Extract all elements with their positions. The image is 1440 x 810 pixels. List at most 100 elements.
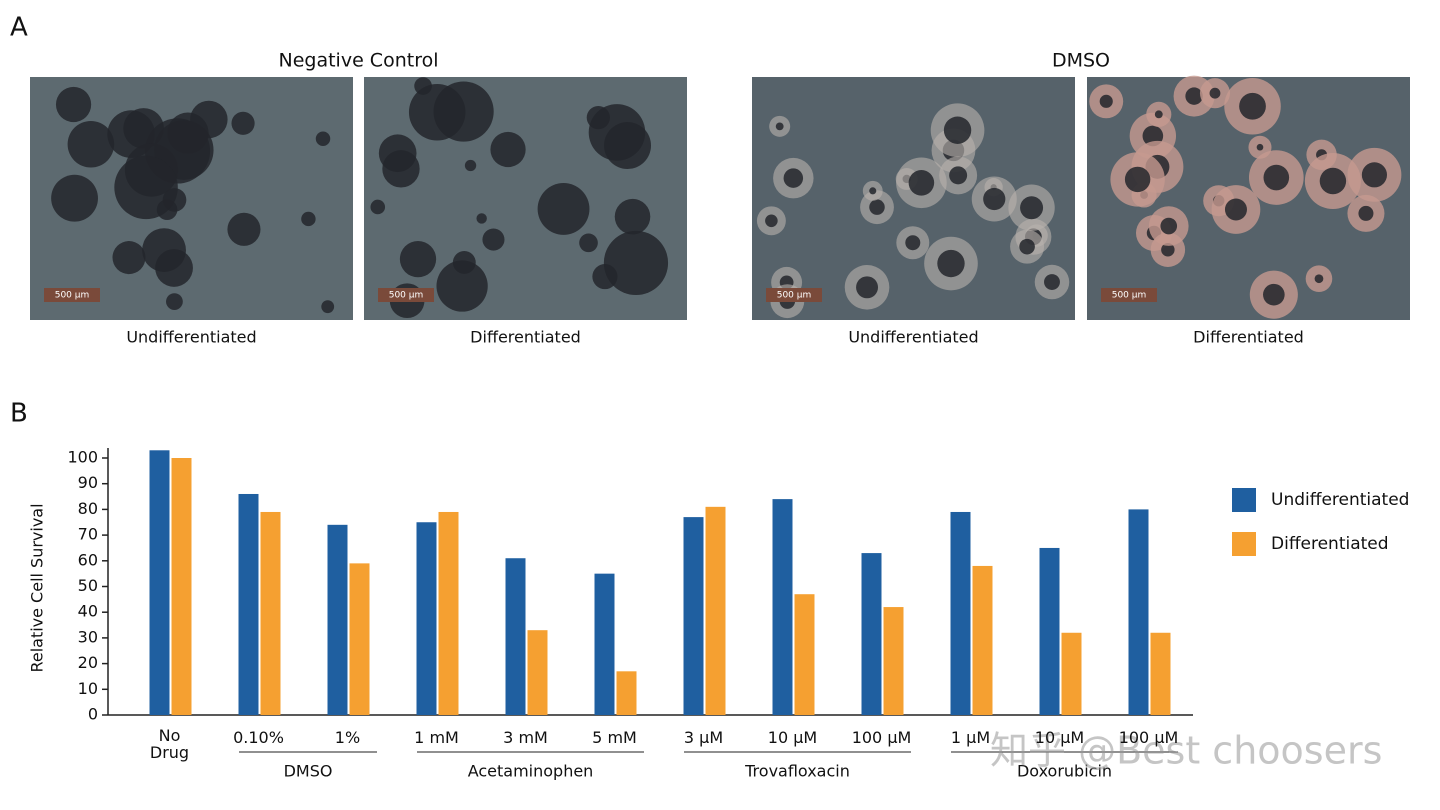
spheroid	[1161, 243, 1175, 257]
y-tick-label: 90	[78, 473, 98, 492]
y-axis-label: Relative Cell Survival	[28, 503, 47, 672]
image-caption: Undifferentiated	[126, 328, 256, 347]
legend-swatch	[1232, 532, 1256, 556]
bar	[972, 565, 993, 715]
x-tick-label: 1%	[334, 728, 361, 747]
legend-label: Differentiated	[1271, 534, 1389, 554]
x-tick-label: 10 μM	[1034, 728, 1085, 747]
spheroid	[905, 235, 921, 251]
bar	[438, 511, 459, 715]
spheroid	[55, 86, 92, 123]
spheroid	[414, 77, 432, 95]
spheroid	[464, 159, 477, 172]
bar	[594, 573, 615, 715]
x-tick-label: 0.10%	[233, 728, 284, 747]
bar	[683, 517, 704, 715]
group-label: DMSO	[284, 762, 333, 781]
scale-bar	[378, 288, 434, 302]
spheroid	[537, 182, 590, 235]
scale-bar-label: 500 μm	[55, 291, 90, 301]
spheroid	[1154, 110, 1163, 119]
spheroid	[67, 120, 115, 168]
x-tick-label: 100 μM	[1118, 728, 1179, 747]
spheroid	[155, 249, 193, 287]
y-tick-label: 30	[78, 627, 98, 646]
spheroid	[1020, 196, 1044, 220]
scale-bar-label: 500 μm	[389, 291, 424, 301]
panel-label: A	[10, 13, 28, 43]
spheroid	[579, 233, 598, 253]
spheroid	[482, 228, 505, 251]
spheroid	[869, 199, 885, 215]
x-tick-label: 1 mM	[414, 728, 459, 747]
bar	[527, 630, 548, 715]
spheroid	[114, 155, 178, 220]
scale-bar-label: 500 μm	[777, 291, 812, 301]
bar	[1061, 632, 1082, 715]
spheroid	[315, 131, 331, 147]
x-tick-label: 3 μM	[683, 728, 724, 747]
bar	[327, 524, 348, 715]
y-tick-label: 40	[78, 602, 98, 621]
spheroid	[1124, 166, 1151, 193]
spheroid	[399, 240, 437, 278]
spheroid	[1160, 217, 1178, 235]
y-tick-label: 0	[88, 705, 98, 724]
scale-bar	[1101, 288, 1157, 302]
y-tick-label: 10	[78, 679, 98, 698]
bar	[861, 553, 882, 715]
spheroid	[476, 213, 487, 224]
spheroid	[765, 214, 778, 228]
y-tick-label: 50	[78, 576, 98, 595]
spheroid	[452, 251, 476, 274]
group-title: DMSO	[1052, 50, 1110, 72]
spheroid	[1239, 92, 1266, 120]
spheroid	[1044, 274, 1060, 291]
image-caption: Differentiated	[470, 328, 581, 347]
spheroid	[1209, 87, 1221, 99]
watermark: 知乎 @Best choosers	[990, 729, 1382, 773]
spheroid	[321, 300, 335, 314]
spheroid	[1256, 143, 1264, 151]
spheroid	[382, 150, 420, 188]
spheroid	[869, 187, 877, 195]
bar	[505, 558, 526, 715]
y-tick-label: 60	[78, 550, 98, 569]
spheroid	[436, 260, 488, 312]
spheroid	[301, 211, 316, 227]
panel-label: B	[10, 399, 28, 429]
spheroid	[1224, 198, 1247, 221]
spheroid	[783, 168, 804, 188]
legend-label: Undifferentiated	[1271, 490, 1409, 510]
bar	[705, 506, 726, 715]
group-label: Acetaminophen	[468, 762, 594, 781]
bar	[149, 450, 170, 715]
bar	[950, 511, 971, 715]
spheroid	[490, 131, 526, 168]
legend-swatch	[1232, 488, 1256, 512]
bar	[416, 522, 437, 715]
x-tick-label: 1 μM	[950, 728, 991, 747]
spheroid	[1099, 94, 1113, 108]
bar	[1128, 509, 1149, 715]
spheroid	[614, 198, 651, 235]
x-tick-label: 10 μM	[767, 728, 818, 747]
scale-bar	[766, 288, 822, 302]
scale-bar-label: 500 μm	[1112, 291, 1147, 301]
spheroid	[949, 166, 968, 185]
spheroid	[112, 241, 146, 275]
x-tick-label: No Drug	[149, 726, 190, 762]
bar	[1150, 632, 1171, 715]
y-tick-label: 100	[67, 448, 98, 467]
group-label: Trovafloxacin	[744, 762, 850, 781]
bar	[883, 607, 904, 715]
bar	[794, 594, 815, 715]
x-tick-label: 100 μM	[851, 728, 912, 747]
spheroid	[154, 120, 214, 180]
bar	[349, 563, 370, 715]
spheroid	[370, 199, 386, 215]
spheroid	[775, 122, 784, 131]
image-caption: Differentiated	[1193, 328, 1304, 347]
